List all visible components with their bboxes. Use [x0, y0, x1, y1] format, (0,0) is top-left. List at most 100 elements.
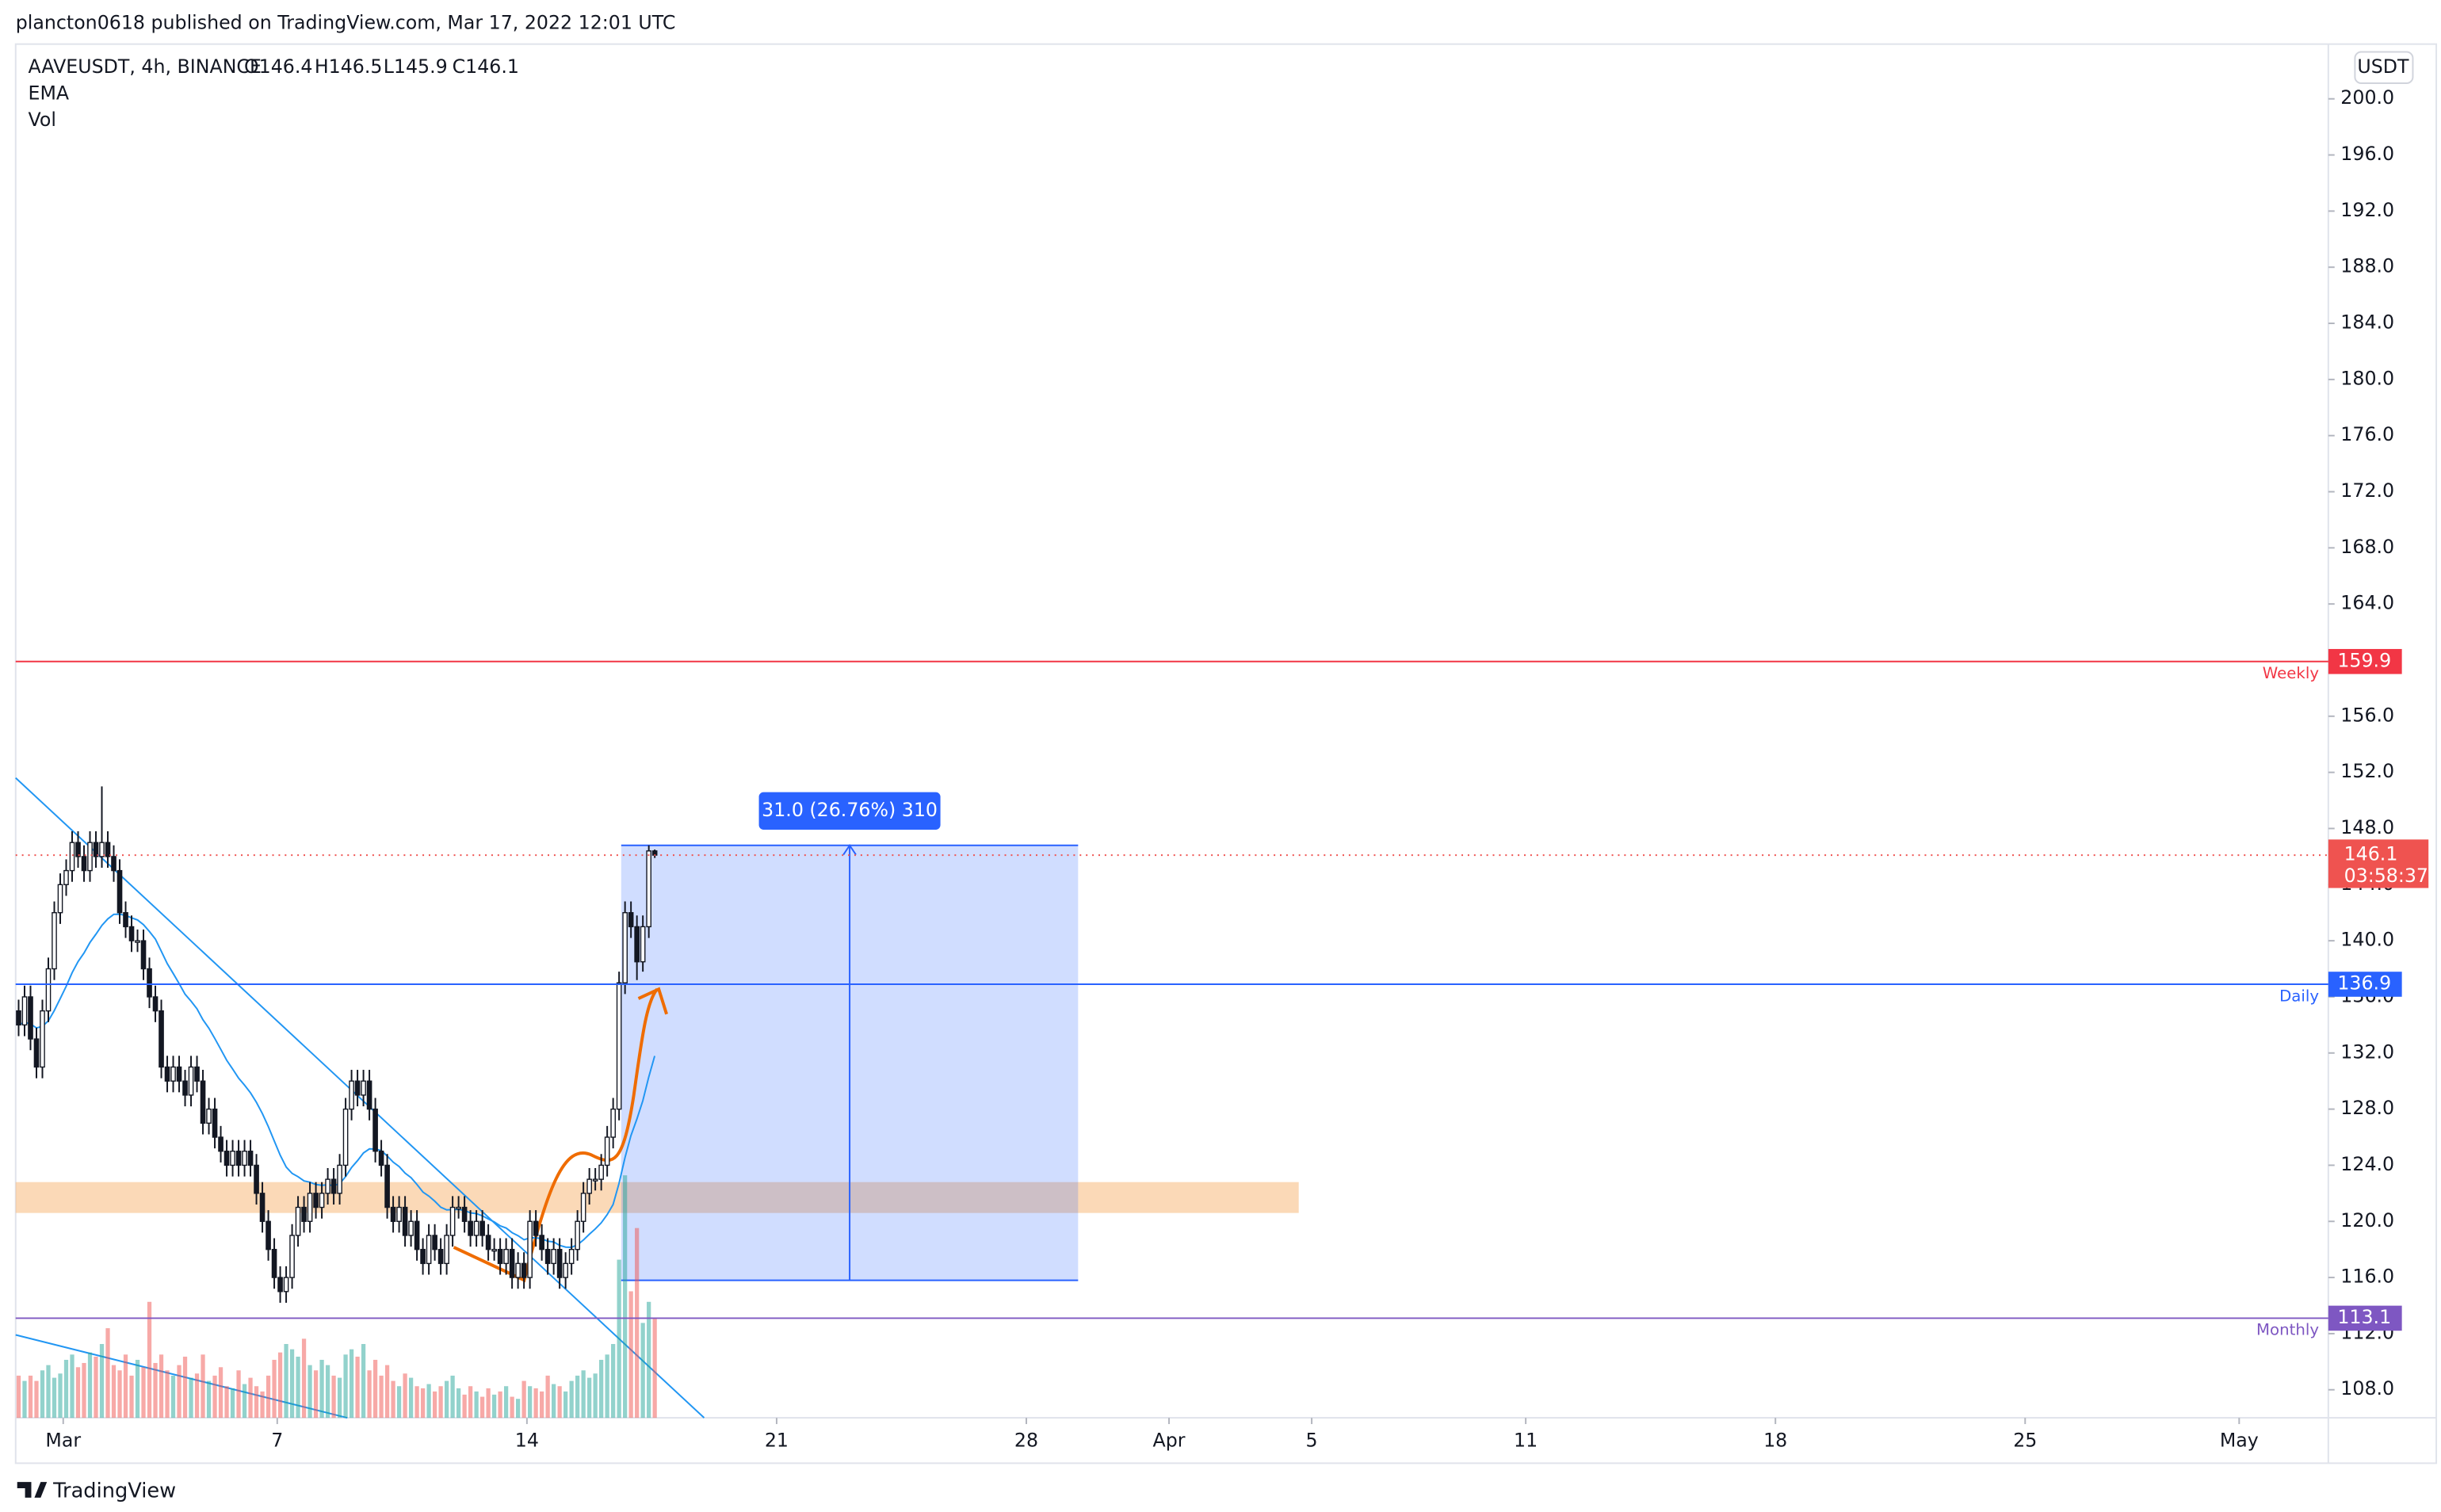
volume-bar: [491, 1394, 497, 1418]
candle: [170, 1056, 176, 1093]
x-tick-label: 28: [1014, 1429, 1038, 1451]
candle-body: [301, 1206, 307, 1222]
candle: [616, 972, 622, 1121]
level-label: Monthly: [2256, 1321, 2319, 1339]
volume-bar: [533, 1388, 538, 1418]
candle-body: [212, 1108, 218, 1138]
volume-bar: [540, 1391, 544, 1418]
candle-body: [45, 968, 52, 1012]
candle-body: [75, 842, 81, 857]
volume-bar: [414, 1386, 419, 1418]
candle: [128, 915, 135, 953]
volume-bar: [28, 1375, 33, 1418]
volume-bar: [46, 1365, 51, 1418]
candle: [265, 1210, 271, 1261]
candle-body: [468, 1220, 473, 1236]
volume-bar: [75, 1367, 81, 1418]
volume-bar: [236, 1370, 241, 1418]
y-tick-label: 148.0: [2340, 816, 2394, 838]
measure-arrowhead: [842, 843, 857, 856]
y-tick-label: 116.0: [2340, 1266, 2394, 1288]
candle: [33, 1027, 40, 1079]
volume-bar: [593, 1373, 598, 1418]
volume-bar: [403, 1373, 407, 1418]
candle: [491, 1238, 497, 1261]
volume-bar: [521, 1380, 526, 1418]
candle-body: [497, 1248, 503, 1265]
volume-bar: [82, 1362, 86, 1418]
x-tick-label: 5: [1306, 1429, 1318, 1451]
currency[interactable]: USDT: [2357, 55, 2409, 78]
candle: [16, 999, 21, 1037]
indicator[interactable]: EMA: [29, 82, 70, 104]
countdown: 03:58:37: [2344, 865, 2428, 887]
candle: [87, 831, 93, 882]
candle: [384, 1154, 390, 1219]
volume-bar: [503, 1386, 509, 1418]
y-tick-label: 120.0: [2340, 1209, 2394, 1231]
volume-bar: [479, 1396, 485, 1418]
candle: [563, 1252, 568, 1289]
volume-bar: [587, 1377, 592, 1418]
candle-body: [176, 1066, 182, 1082]
volume-bar: [212, 1375, 217, 1418]
candle-body: [218, 1136, 223, 1152]
volume-bar: [444, 1380, 449, 1418]
candle: [509, 1238, 515, 1289]
candle-body: [646, 850, 651, 928]
candle-body: [361, 1080, 366, 1096]
volume-bar: [153, 1362, 158, 1418]
candle: [479, 1210, 485, 1247]
x-tick-label: 11: [1514, 1429, 1538, 1451]
y-tick-label: 200.0: [2340, 86, 2394, 109]
candle: [396, 1196, 402, 1233]
chart-frame: [14, 43, 2438, 1464]
volume-bar: [456, 1388, 461, 1418]
candle-body: [575, 1220, 580, 1250]
volume-bar: [135, 1359, 140, 1418]
y-tick-label: 156.0: [2340, 704, 2394, 726]
legend-open: O146.4: [244, 55, 312, 78]
candle-body: [135, 940, 140, 943]
candle: [461, 1196, 468, 1233]
legend-high: H146.5: [315, 55, 383, 78]
volume-bar: [628, 1291, 633, 1418]
candle: [533, 1210, 539, 1247]
candle-body: [342, 1108, 349, 1166]
candle: [372, 1098, 378, 1163]
candle: [432, 1224, 437, 1261]
indicator[interactable]: Vol: [29, 109, 56, 131]
candle: [342, 1098, 349, 1177]
candle-body: [592, 1178, 598, 1182]
candle: [354, 1070, 361, 1107]
volume-bar: [391, 1380, 395, 1418]
candle-body: [283, 1277, 289, 1292]
candle: [289, 1224, 295, 1289]
candle-body: [509, 1248, 515, 1278]
last-price-badge: [2328, 839, 2429, 888]
candle-body: [372, 1108, 378, 1152]
candle: [390, 1196, 396, 1233]
level-badge: [2328, 972, 2402, 997]
candle-body: [159, 1010, 164, 1068]
candle-body: [52, 912, 57, 970]
x-tick-label: 14: [515, 1429, 539, 1451]
candle: [63, 859, 69, 896]
currency-button[interactable]: [2354, 51, 2414, 85]
candle-body: [432, 1235, 437, 1250]
candle-body: [461, 1206, 468, 1222]
candle: [188, 1056, 194, 1107]
volume-bar: [438, 1386, 443, 1418]
y-tick-label: 180.0: [2340, 367, 2394, 389]
candle: [223, 1140, 230, 1177]
candle: [176, 1056, 182, 1093]
candle: [503, 1238, 509, 1275]
candle: [420, 1238, 426, 1275]
candle-body: [384, 1164, 390, 1208]
candle-body: [307, 1193, 313, 1222]
candle-body: [235, 1151, 242, 1166]
y-tick-label: 192.0: [2340, 199, 2394, 221]
volume-bar: [396, 1386, 402, 1418]
layers: 108.0112.0116.0120.0124.0128.0132.0136.0…: [15, 86, 2394, 1451]
x-tick-label: 25: [2013, 1429, 2037, 1451]
